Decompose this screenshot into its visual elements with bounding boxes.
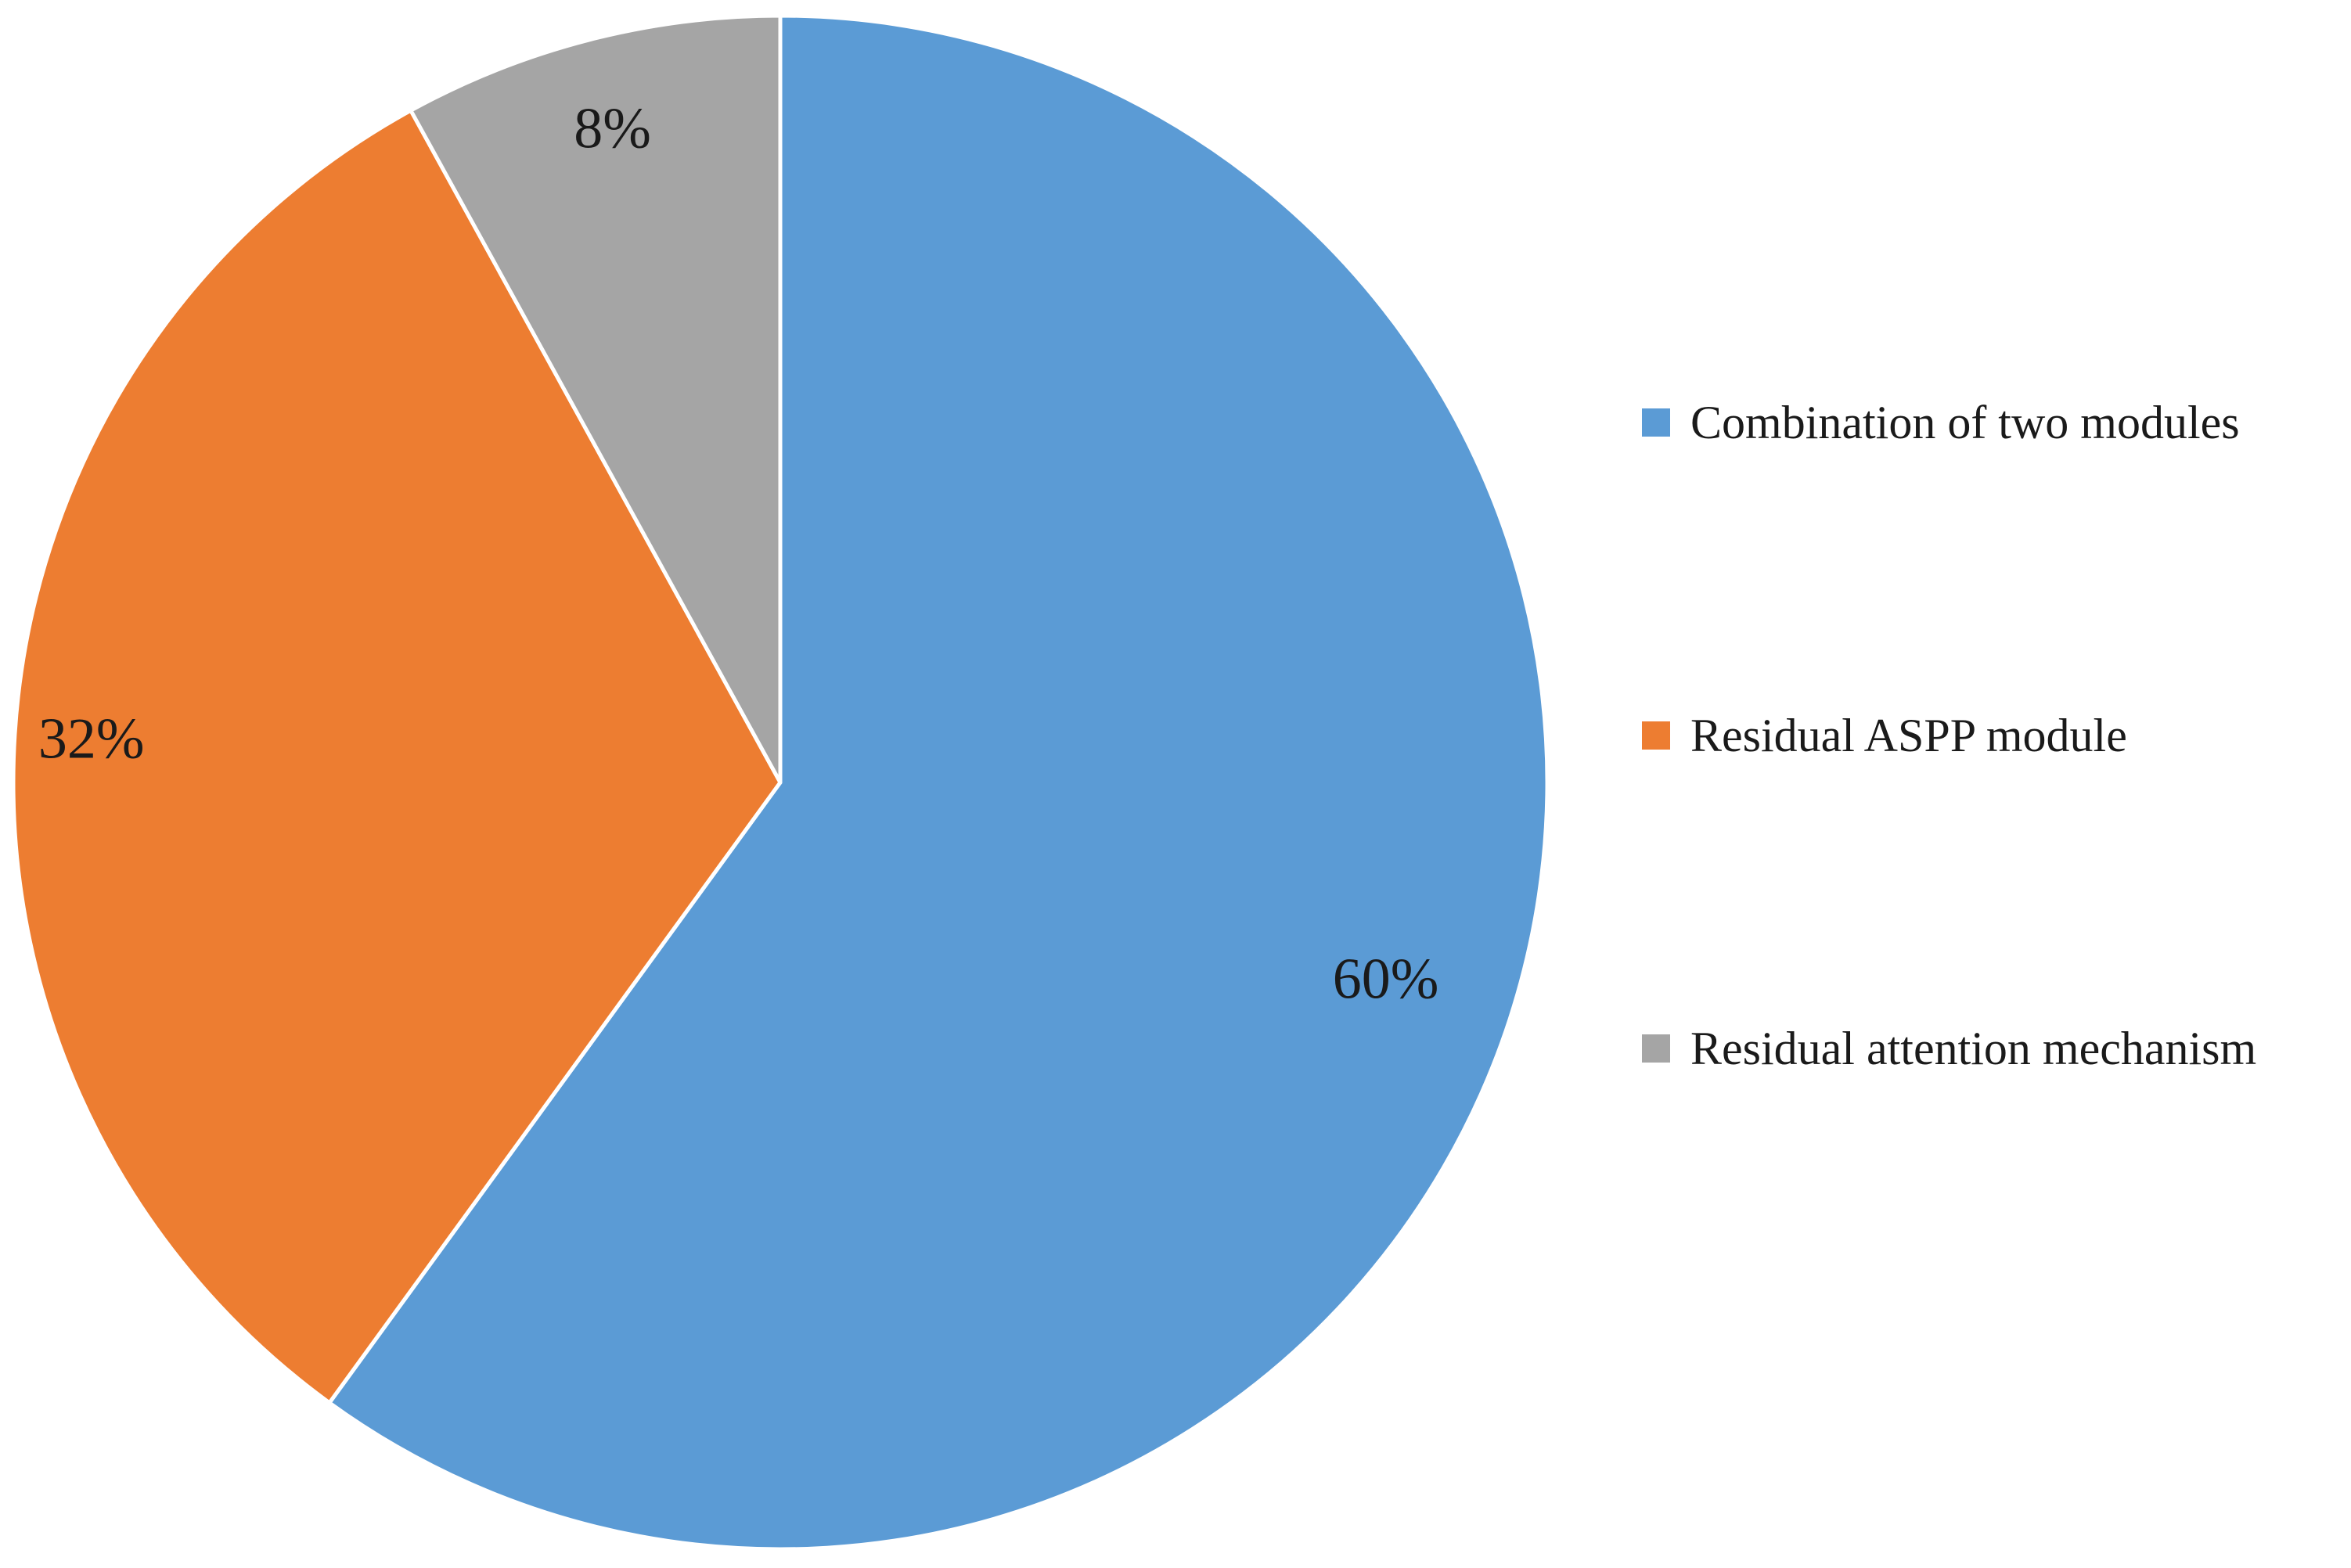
slice-labels: 60% 32% 8%	[38, 97, 1439, 1012]
slice-value-label-1: 60%	[1333, 947, 1439, 1011]
pie-slices	[11, 13, 1550, 1552]
legend-swatch-1	[1642, 408, 1670, 437]
pie-slice-2	[11, 108, 783, 1405]
pie-slice-1	[327, 13, 1550, 1552]
legend-label-1: Combination of two modules	[1690, 397, 2240, 448]
legend-swatch-2	[1642, 721, 1670, 750]
slice-value-label-2: 32%	[38, 707, 145, 771]
slice-value-label-3: 8%	[574, 97, 651, 161]
legend-label-3: Residual attention mechanism	[1690, 1023, 2256, 1074]
legend-swatch-3	[1642, 1034, 1670, 1063]
pie-slice-3	[409, 13, 783, 785]
legend: Combination of two modules Residual ASPP …	[1642, 397, 2256, 1074]
legend-label-2: Residual ASPP module	[1690, 710, 2127, 761]
